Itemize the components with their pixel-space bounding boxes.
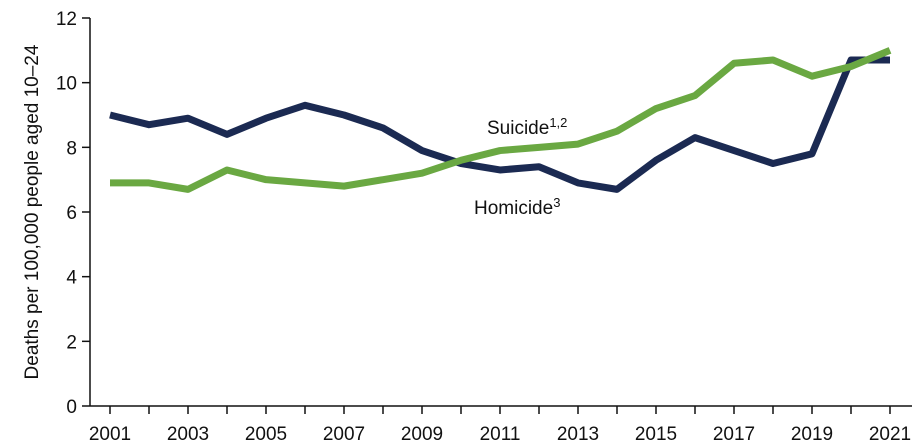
- y-axis: 0 2 4 6 8 10 12: [56, 9, 91, 418]
- series-label-homicide: Homicide3: [474, 195, 560, 219]
- x-tick-label: 2001: [89, 424, 131, 445]
- series-label-suicide-name: Suicide: [487, 118, 549, 139]
- series-line-suicide: [110, 47, 892, 193]
- y-tick-label: 2: [66, 332, 77, 353]
- series-label-homicide-name: Homicide: [474, 198, 553, 219]
- x-tick-label: 2007: [323, 424, 365, 445]
- series-label-suicide-superscript: 1,2: [549, 115, 567, 130]
- y-tick-label: 6: [66, 203, 77, 224]
- y-axis-title: Deaths per 100,000 people aged 10–24: [22, 44, 43, 379]
- x-tick-label: 2009: [401, 424, 443, 445]
- x-tick-label: 2017: [713, 424, 755, 445]
- x-axis: 2001 2003 2005 2007 2009 2011 2013 2015 2017 2019…: [89, 405, 912, 445]
- x-tick-label: 2003: [167, 424, 209, 445]
- y-tick-label: 12: [56, 9, 77, 30]
- y-tick-label: 10: [56, 74, 77, 95]
- series-label-homicide-superscript: 3: [553, 195, 560, 210]
- x-tick-label: 2013: [557, 424, 599, 445]
- series-line-homicide: [109, 56, 890, 193]
- x-tick-label: 2021: [869, 424, 911, 445]
- y-tick-label: 8: [66, 138, 77, 159]
- x-tick-label: 2005: [245, 424, 287, 445]
- x-tick-label: 2019: [791, 424, 833, 445]
- series-layer: [109, 47, 892, 193]
- y-tick-label: 4: [66, 268, 77, 289]
- y-tick-label: 0: [66, 397, 77, 418]
- x-tick-label: 2011: [480, 424, 521, 445]
- series-label-suicide: Suicide1,2: [487, 115, 567, 139]
- x-tick-label: 2015: [635, 424, 677, 445]
